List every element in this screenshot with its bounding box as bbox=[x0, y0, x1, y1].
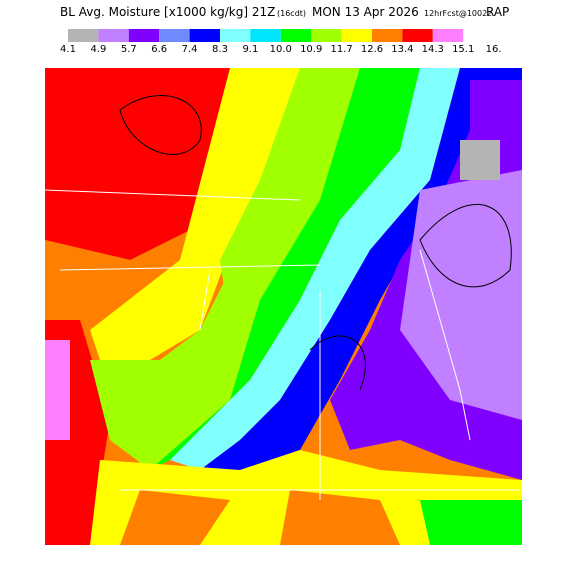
color-swatch bbox=[432, 29, 464, 42]
colorbar-label: 4.1 bbox=[60, 44, 76, 55]
title: BL Avg. Moisture [x1000 kg/kg] 21Z bbox=[60, 5, 275, 19]
color-swatch bbox=[250, 29, 281, 42]
color-swatch bbox=[372, 29, 403, 42]
color-swatch bbox=[189, 29, 220, 42]
colorbar-label: 6.6 bbox=[151, 44, 167, 55]
color-swatch bbox=[128, 29, 160, 42]
color-swatch bbox=[159, 29, 190, 42]
valid-date: MON 13 Apr 2026 bbox=[312, 5, 419, 19]
colorbar-label: 4.9 bbox=[90, 44, 106, 55]
colorbar-label: 8.3 bbox=[212, 44, 228, 55]
color-swatch bbox=[341, 29, 372, 42]
color-swatch bbox=[402, 29, 433, 42]
colorbar-label: 15.1 bbox=[452, 44, 474, 55]
colorbar-label: 7.4 bbox=[182, 44, 198, 55]
color-swatch bbox=[311, 29, 342, 42]
colorbar-label: 9.1 bbox=[242, 44, 258, 55]
model: RAP bbox=[486, 5, 509, 19]
colorbar-label: 13.4 bbox=[391, 44, 413, 55]
colorbar-label: 12.6 bbox=[361, 44, 383, 55]
local-time: (16cdt) bbox=[277, 9, 306, 18]
colorbar-label: 11.7 bbox=[330, 44, 352, 55]
moisture-field bbox=[45, 68, 522, 545]
color-swatch bbox=[98, 29, 129, 42]
color-swatch bbox=[280, 29, 312, 42]
colorbar-label: 14.3 bbox=[422, 44, 444, 55]
colorbar-label: 10.0 bbox=[270, 44, 292, 55]
colorbar-label: 10.9 bbox=[300, 44, 322, 55]
color-swatch bbox=[220, 29, 251, 42]
colorbar: 4.1 4.9 5.7 6.6 7.4 8.3 9.1 10.0 10.9 11.7 12.6 13.… bbox=[60, 29, 502, 55]
color-swatch bbox=[68, 29, 99, 42]
colorbar-label: 16. bbox=[486, 44, 502, 55]
colorbar-label: 5.7 bbox=[121, 44, 137, 55]
forecast: 12hrFcst@1002z bbox=[424, 9, 491, 18]
